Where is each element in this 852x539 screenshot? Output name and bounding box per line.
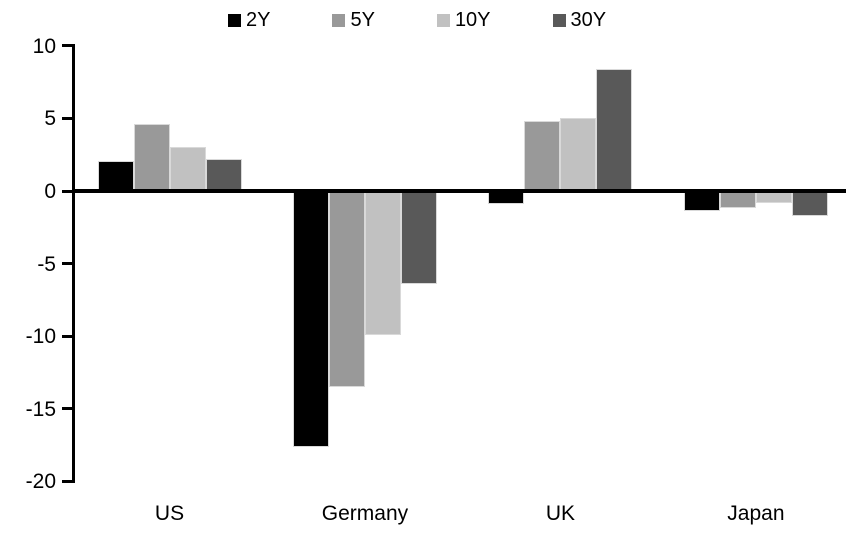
bar-Japan-5Y bbox=[719, 191, 756, 209]
category-label-UK: UK bbox=[545, 502, 576, 525]
legend-item-2Y: 2Y bbox=[228, 10, 270, 30]
legend-swatch-icon bbox=[332, 13, 346, 27]
y-axis-tick bbox=[62, 44, 72, 48]
y-axis-tick-label: -5 bbox=[37, 252, 56, 276]
legend-swatch-icon bbox=[436, 13, 450, 27]
legend-item-30Y: 30Y bbox=[552, 9, 607, 31]
legend-label: 10Y bbox=[454, 9, 491, 31]
y-axis-tick bbox=[62, 334, 72, 338]
bar-US-5Y bbox=[133, 124, 170, 191]
legend-label: 30Y bbox=[570, 9, 607, 31]
y-axis-tick bbox=[62, 407, 72, 411]
chart-legend: 2Y 5Y 10Y 30Y bbox=[228, 10, 606, 30]
category-label-Germany: Germany bbox=[321, 502, 409, 525]
bar-US-2Y bbox=[97, 160, 134, 191]
bar-Germany-10Y bbox=[364, 191, 401, 335]
legend-item-10Y: 10Y bbox=[436, 9, 491, 31]
legend-swatch-icon bbox=[552, 13, 566, 27]
y-axis-tick-label: 10 bbox=[32, 34, 56, 58]
bar-UK-30Y bbox=[596, 69, 633, 191]
category-label-US: US bbox=[154, 502, 185, 525]
y-axis-tick-label: -20 bbox=[25, 470, 56, 494]
bar-Japan-30Y bbox=[791, 191, 828, 216]
bar-Germany-5Y bbox=[328, 191, 365, 388]
bar-US-30Y bbox=[205, 159, 242, 191]
y-axis-tick bbox=[62, 116, 72, 120]
bar-Japan-2Y bbox=[683, 191, 720, 212]
y-axis-tick-label: 5 bbox=[44, 107, 56, 131]
bar-UK-10Y bbox=[560, 118, 597, 191]
bar-US-10Y bbox=[169, 147, 206, 191]
y-axis-tick bbox=[62, 479, 72, 483]
zero-line bbox=[72, 189, 846, 193]
y-axis-tick-label: -15 bbox=[25, 397, 56, 421]
bar-Germany-2Y bbox=[292, 191, 329, 447]
y-axis-line bbox=[72, 44, 75, 483]
category-label-Japan: Japan bbox=[727, 502, 785, 525]
bar-UK-5Y bbox=[524, 121, 561, 191]
legend-swatch-icon bbox=[228, 13, 241, 27]
y-axis-tick bbox=[62, 189, 72, 193]
bar-Germany-30Y bbox=[400, 191, 437, 284]
legend-label: 2Y bbox=[246, 9, 271, 31]
y-axis-tick-label: -10 bbox=[25, 325, 56, 349]
y-axis-tick-label: 0 bbox=[44, 180, 56, 203]
y-axis-tick bbox=[62, 262, 72, 266]
legend-label: 5Y bbox=[350, 9, 375, 31]
legend-item-5Y: 5Y bbox=[332, 9, 375, 31]
